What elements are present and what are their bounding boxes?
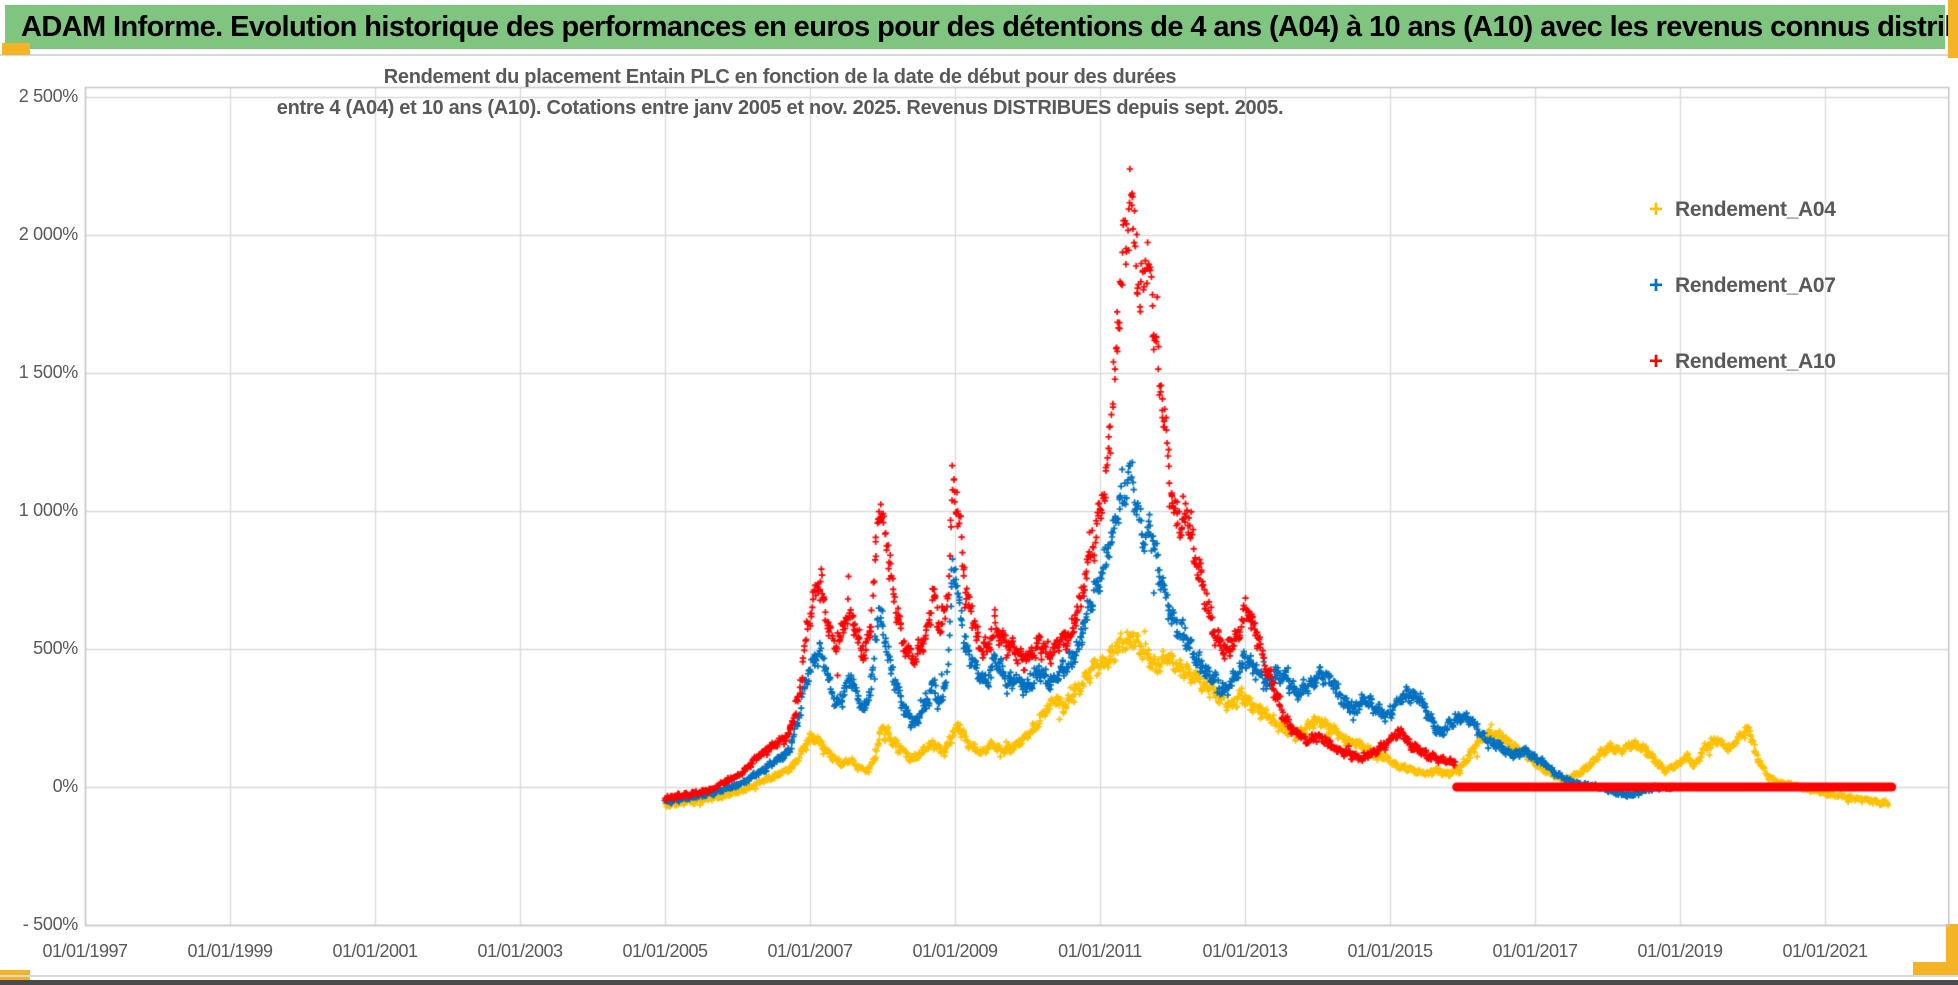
legend-entry-rendement_a10[interactable]: + Rendement_A10 (1645, 340, 1836, 384)
x-tick-label: 01/01/2021 (1782, 941, 1868, 961)
chart-title: Rendement du placement Entain PLC en fon… (250, 62, 1310, 124)
legend-entry-rendement_a04[interactable]: + Rendement_A04 (1645, 188, 1836, 232)
legend-label: Rendement_A07 (1675, 274, 1836, 297)
plus-marker-icon: + (1648, 196, 1663, 223)
y-tick-label: 2 500% (18, 85, 79, 106)
x-tick-label: 01/01/2013 (1202, 941, 1288, 961)
chart-legend: + Rendement_A04 + Rendement_A07 + Rendement_A… (1645, 188, 1836, 416)
x-tick-label: 01/01/1997 (42, 941, 128, 961)
plus-marker-icon: + (1648, 272, 1663, 299)
chart-title-line1: Rendement du placement Entain PLC en fon… (383, 66, 1177, 88)
plus-marker-icon: + (1648, 348, 1663, 375)
legend-label: Rendement_A04 (1675, 198, 1836, 221)
y-tick-label: 1 000% (18, 499, 79, 520)
legend-label: Rendement_A10 (1675, 350, 1836, 373)
x-tick-label: 01/01/2019 (1637, 941, 1723, 961)
x-tick-label: 01/01/2003 (477, 941, 563, 961)
y-tick-label: 1 500% (18, 361, 79, 382)
legend-entry-rendement_a07[interactable]: + Rendement_A07 (1645, 264, 1836, 308)
chart-title-line2: entre 4 (A04) et 10 ans (A10). Cotations… (276, 97, 1284, 119)
bottom-edge-bar (0, 980, 1958, 985)
y-tick-label: - 500% (22, 914, 79, 934)
x-tick-label: 01/01/2005 (622, 941, 708, 961)
x-tick-label: 01/01/2011 (1058, 941, 1142, 961)
y-tick-label: 2 000% (18, 223, 79, 244)
y-tick-label: 500% (33, 637, 78, 658)
x-tick-label: 01/01/2009 (912, 941, 998, 961)
x-tick-label: 01/01/2001 (332, 941, 418, 961)
y-tick-label: 0% (52, 775, 79, 796)
x-tick-label: 01/01/1999 (187, 941, 273, 961)
x-tick-label: 01/01/2017 (1492, 941, 1578, 961)
x-tick-label: 01/01/2015 (1347, 941, 1433, 961)
x-tick-label: 01/01/2007 (767, 941, 853, 961)
bottom-divider (0, 975, 1958, 977)
